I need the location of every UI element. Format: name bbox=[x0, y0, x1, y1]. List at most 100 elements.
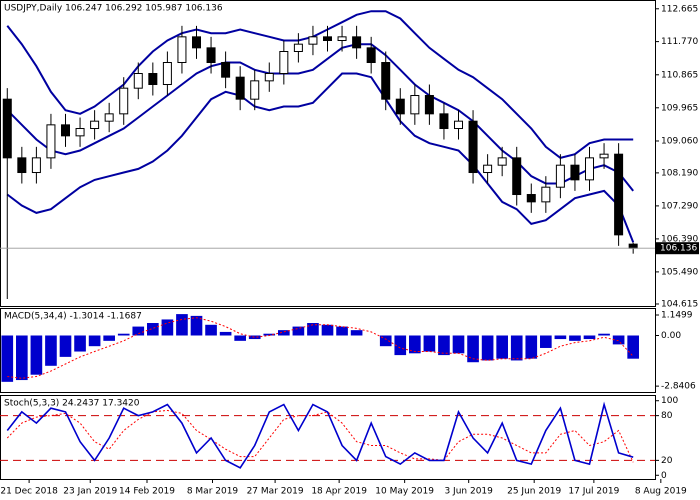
candle-body bbox=[46, 124, 56, 159]
macd-bar bbox=[598, 333, 610, 336]
stoch-panel-frame bbox=[0, 395, 656, 480]
x-tick-label: 10 May 2019 bbox=[375, 487, 434, 497]
candle-body bbox=[279, 51, 289, 75]
macd-bar bbox=[423, 335, 436, 352]
macd-bar bbox=[219, 331, 232, 336]
candle-body bbox=[497, 157, 507, 166]
macd-bar bbox=[612, 335, 625, 345]
candle-body bbox=[177, 36, 187, 64]
macd-bar bbox=[103, 335, 115, 341]
macd-signal bbox=[7, 317, 634, 379]
x-tick-label: 25 Jun 2019 bbox=[507, 487, 561, 497]
x-tick-label: 17 Jul 2019 bbox=[568, 487, 619, 497]
candle-body bbox=[395, 98, 405, 115]
y-tick-label: 109.965 bbox=[661, 103, 698, 113]
candle-body bbox=[104, 113, 114, 122]
candle-body bbox=[60, 124, 71, 137]
macd-bar bbox=[394, 335, 407, 356]
candle-body bbox=[410, 95, 420, 115]
macd-bar bbox=[176, 314, 188, 336]
candle-body bbox=[483, 164, 493, 174]
macd-bar bbox=[438, 335, 450, 356]
macd-bar bbox=[467, 335, 479, 363]
macd-bar bbox=[525, 335, 538, 359]
current-price-label: 106.136 bbox=[660, 244, 697, 254]
candle-body bbox=[191, 36, 202, 49]
bollinger-upper bbox=[6, 10, 634, 159]
macd-bar bbox=[45, 335, 57, 366]
y-tick-label: -2.8406 bbox=[661, 382, 696, 392]
candle-body bbox=[366, 47, 376, 64]
candle-body bbox=[264, 73, 274, 82]
x-tick-label: 27 Mar 2019 bbox=[247, 487, 304, 497]
macd-bar bbox=[16, 335, 28, 381]
macd-bar bbox=[292, 326, 305, 336]
y-tick-label: 105.490 bbox=[661, 267, 698, 277]
candle-body bbox=[555, 164, 565, 188]
x-tick-label: 21 Dec 2018 bbox=[0, 487, 58, 497]
y-tick-label: 109.060 bbox=[661, 136, 698, 146]
candle-body bbox=[628, 243, 638, 249]
y-tick-label: 112.665 bbox=[661, 4, 698, 14]
candle-body bbox=[381, 62, 391, 100]
y-tick-label: 108.190 bbox=[661, 168, 698, 178]
macd-bar bbox=[510, 335, 523, 361]
candle-body bbox=[221, 62, 231, 78]
macd-bar bbox=[117, 333, 130, 336]
y-tick-label: 0 bbox=[661, 471, 667, 481]
macd-bar bbox=[452, 335, 465, 354]
y-tick-label: 107.290 bbox=[661, 201, 698, 211]
x-tick-label: 23 Jan 2019 bbox=[63, 487, 117, 497]
macd-bar bbox=[554, 335, 567, 340]
macd-bar bbox=[147, 323, 159, 336]
bollinger-middle bbox=[6, 43, 634, 192]
candle-body bbox=[439, 113, 449, 130]
candle-body bbox=[614, 153, 624, 236]
y-tick-label: 111.770 bbox=[661, 37, 698, 47]
candle-body bbox=[17, 157, 27, 174]
macd-title: MACD(5,34,4) -1.3014 -1.1687 bbox=[4, 312, 142, 322]
macd-bar bbox=[583, 335, 596, 340]
candle-body bbox=[293, 43, 303, 53]
macd-bar bbox=[627, 335, 639, 359]
candle-body bbox=[352, 36, 362, 49]
macd-bar bbox=[59, 335, 72, 357]
macd-bar bbox=[336, 326, 348, 336]
macd-bar bbox=[481, 335, 494, 361]
price-title: USDJPY,Daily 106.247 106.292 105.987 106… bbox=[4, 4, 223, 14]
macd-bar bbox=[248, 335, 261, 340]
x-tick-label: 8 Aug 2019 bbox=[635, 487, 687, 497]
candle-body bbox=[526, 194, 536, 203]
candle-body bbox=[90, 120, 100, 130]
candle-body bbox=[424, 95, 434, 115]
candle-body bbox=[541, 186, 551, 203]
macd-bar bbox=[409, 335, 421, 354]
candle-body bbox=[322, 36, 333, 42]
y-tick-label: 104.615 bbox=[661, 299, 698, 309]
macd-bar bbox=[132, 326, 145, 336]
stoch-title: Stoch(5,3,3) 24.2437 17.3420 bbox=[4, 399, 140, 409]
candle-body bbox=[235, 76, 245, 100]
macd-bar bbox=[569, 335, 581, 341]
macd-panel-frame bbox=[0, 308, 656, 393]
macd-bar bbox=[190, 315, 203, 336]
candle-body bbox=[512, 157, 522, 196]
candle-body bbox=[148, 73, 158, 86]
macd-bar bbox=[379, 335, 392, 347]
macd-bar bbox=[321, 324, 334, 336]
macd-bar bbox=[1, 335, 14, 382]
candle-body bbox=[337, 36, 347, 42]
candle-body bbox=[250, 80, 260, 100]
candle-body bbox=[206, 47, 216, 64]
candle-body bbox=[31, 157, 41, 174]
macd-bar bbox=[30, 335, 43, 375]
macd-bar bbox=[234, 335, 246, 341]
x-tick-label: 3 Jun 2019 bbox=[444, 487, 493, 497]
stoch-d bbox=[6, 409, 634, 463]
x-tick-label: 8 Mar 2019 bbox=[187, 487, 239, 497]
stoch-k bbox=[6, 401, 634, 469]
macd-bar bbox=[161, 319, 174, 336]
y-tick-label: 110.865 bbox=[661, 70, 698, 80]
